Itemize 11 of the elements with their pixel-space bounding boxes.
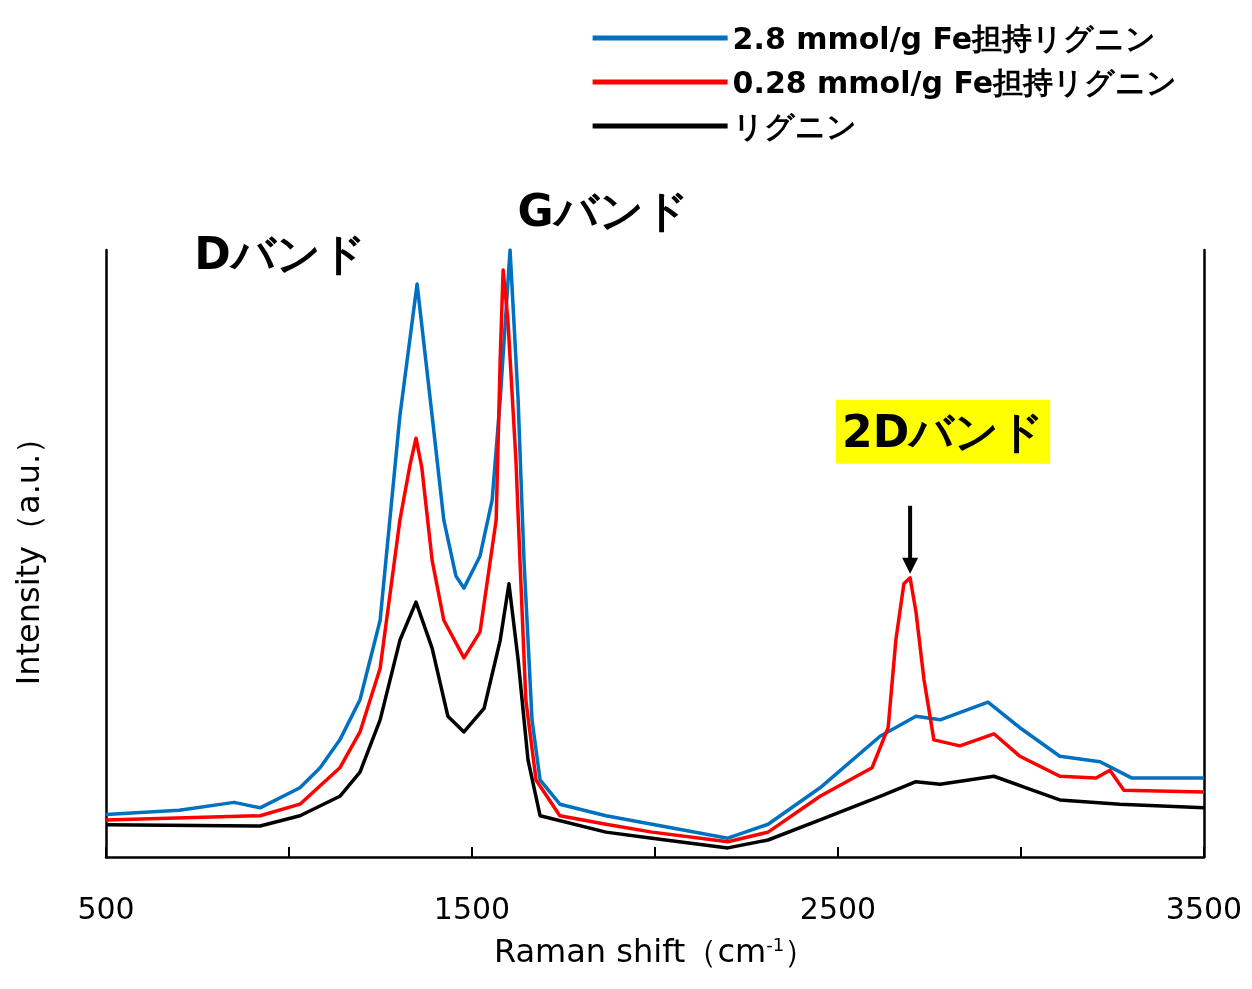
x-tick-label: 3500	[1165, 890, 1243, 926]
annotation: Dバンド	[194, 228, 366, 280]
legend-label: リグニン	[732, 108, 857, 144]
legend-label: 0.28 mmol/g Fe担持リグニン	[732, 64, 1178, 100]
y-axis-title: Intensity（a.u.）	[9, 421, 47, 686]
legend-label: 2.8 mmol/g Fe担持リグニン	[732, 20, 1157, 56]
x-tick-label: 2500	[799, 890, 877, 926]
annotation: 2Dバンド	[842, 406, 1045, 458]
x-tick-label: 1500	[433, 890, 511, 926]
annotation: Gバンド	[517, 184, 689, 236]
x-tick-label: 500	[77, 890, 135, 926]
